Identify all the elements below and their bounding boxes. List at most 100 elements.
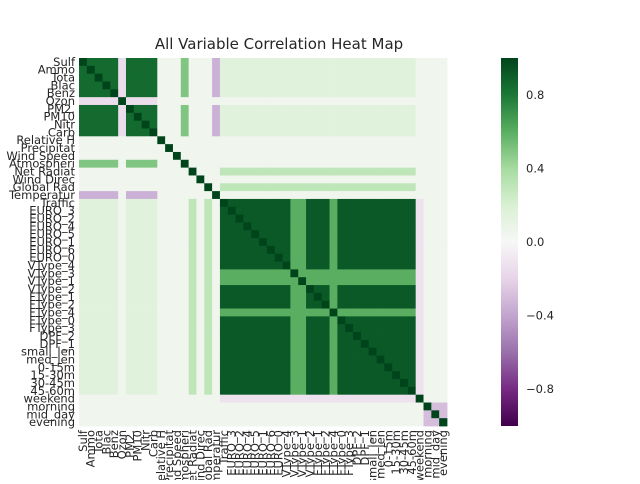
heatmap-cell: [290, 363, 299, 372]
heatmap-cell: [165, 261, 174, 270]
heatmap-cell: [219, 97, 229, 106]
heatmap-cell: [321, 112, 330, 122]
heatmap-cell: [400, 332, 409, 341]
heatmap-cell: [368, 191, 377, 200]
heatmap-cell: [102, 269, 111, 278]
heatmap-cell: [345, 316, 354, 325]
heatmap-cell: [407, 175, 417, 184]
heatmap-cell: [243, 261, 252, 270]
heatmap-cell: [306, 355, 315, 364]
heatmap-cell: [392, 292, 401, 302]
row-label: EURO_5: [29, 227, 75, 241]
heatmap-cell: [204, 418, 213, 427]
heatmap-cell: [165, 410, 174, 419]
heatmap-cell: [165, 159, 174, 169]
heatmap-cell: [360, 159, 370, 169]
heatmap-cell: [188, 308, 197, 317]
heatmap-cell: [235, 214, 244, 223]
heatmap-cell: [79, 159, 88, 169]
heatmap-cell: [415, 347, 424, 356]
heatmap-cell: [321, 371, 330, 380]
heatmap-cell: [212, 73, 221, 82]
heatmap-cell: [133, 339, 143, 349]
heatmap-cell: [235, 230, 244, 239]
heatmap-cell: [118, 285, 127, 294]
heatmap-cell: [94, 214, 103, 223]
heatmap-cell: [235, 371, 244, 380]
heatmap-cell: [392, 104, 401, 114]
heatmap-cell: [251, 418, 260, 427]
column-label: morning: [420, 430, 434, 478]
heatmap-cell: [400, 324, 409, 333]
heatmap-cell: [235, 73, 244, 82]
heatmap-cell: [157, 410, 166, 419]
heatmap-cell: [204, 339, 213, 349]
column-label: Relative H: [154, 430, 168, 480]
row-label: EURO_3: [29, 204, 75, 218]
heatmap-cell: [313, 175, 323, 184]
heatmap-cell: [282, 58, 291, 67]
heatmap-cell: [110, 238, 119, 247]
heatmap-cell: [274, 230, 283, 239]
heatmap-cell: [102, 230, 111, 239]
heatmap-cell: [259, 300, 268, 309]
heatmap-cell: [235, 206, 244, 215]
row-label: 30-45m: [30, 376, 75, 390]
heatmap-cell: [141, 371, 150, 380]
heatmap-cell: [157, 65, 166, 75]
heatmap-cell: [212, 191, 221, 200]
heatmap-cell: [227, 253, 236, 262]
heatmap-cell: [110, 277, 119, 286]
heatmap-cell: [407, 363, 417, 372]
heatmap-cell: [110, 58, 119, 67]
heatmap-cell: [86, 410, 96, 419]
heatmap-cell: [423, 230, 432, 239]
heatmap-cell: [219, 159, 229, 169]
heatmap-cell: [227, 238, 236, 247]
heatmap-cell: [321, 394, 330, 403]
heatmap-cell: [423, 89, 432, 98]
heatmap-cell: [79, 332, 88, 341]
heatmap-cell: [376, 89, 385, 98]
heatmap-cell: [219, 347, 229, 356]
heatmap-cell: [227, 136, 236, 145]
heatmap-cell: [149, 386, 158, 396]
heatmap-cell: [306, 97, 315, 106]
heatmap-cell: [141, 97, 150, 106]
heatmap-cell: [235, 339, 244, 349]
heatmap-cell: [345, 324, 354, 333]
heatmap-cell: [149, 159, 158, 169]
heatmap-cell: [439, 253, 448, 262]
heatmap-cell: [329, 222, 338, 231]
heatmap-cell: [274, 206, 283, 215]
heatmap-cell: [180, 65, 190, 75]
heatmap-cell: [392, 261, 401, 270]
colorbar: [501, 58, 518, 426]
heatmap-cell: [329, 339, 338, 349]
heatmap-cell: [290, 238, 299, 247]
heatmap-cell: [102, 386, 111, 396]
heatmap-cell: [79, 316, 88, 325]
heatmap-cell: [439, 245, 448, 255]
heatmap-cell: [188, 332, 197, 341]
column-label: Tota: [92, 430, 106, 455]
column-label: EURO_0: [272, 430, 286, 476]
heatmap-cell: [165, 308, 174, 317]
heatmap-cell: [133, 300, 143, 309]
heatmap-cell: [125, 191, 135, 200]
heatmap-cell: [321, 167, 330, 176]
heatmap-cell: [243, 269, 252, 278]
heatmap-cell: [235, 112, 244, 122]
heatmap-cell: [259, 386, 268, 396]
heatmap-cell: [235, 402, 244, 411]
heatmap-cell: [360, 238, 370, 247]
heatmap-cell: [313, 355, 323, 364]
heatmap-cell: [251, 104, 260, 114]
heatmap-cell: [400, 379, 409, 388]
heatmap-cell: [345, 355, 354, 364]
heatmap-cell: [102, 159, 111, 169]
heatmap-cell: [212, 277, 221, 286]
heatmap-cell: [86, 371, 96, 380]
column-label: Ozon: [115, 430, 129, 459]
heatmap-cell: [290, 214, 299, 223]
